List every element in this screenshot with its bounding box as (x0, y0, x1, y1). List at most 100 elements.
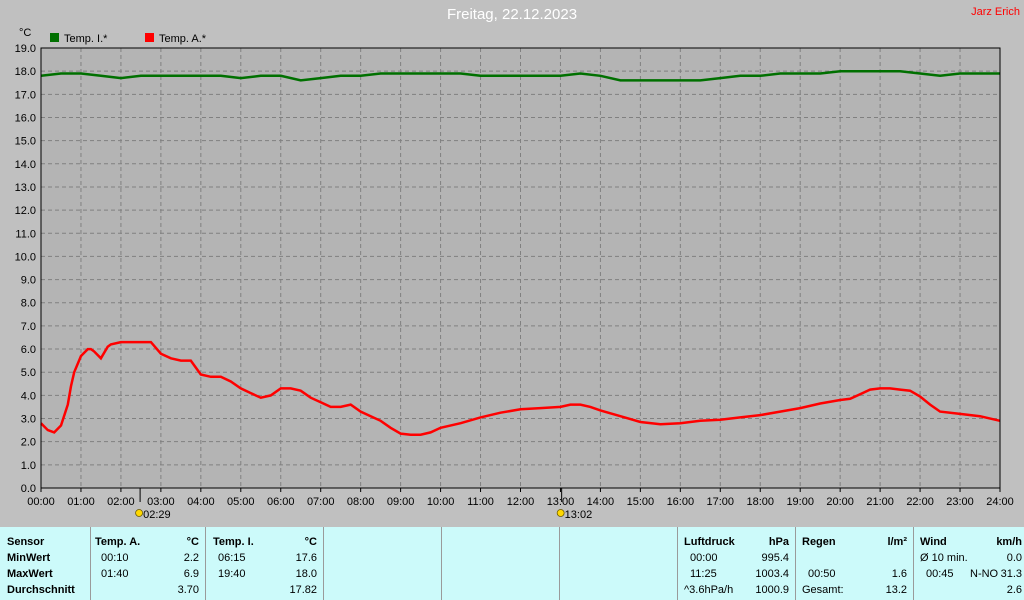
temp-a-average: 3.70 (177, 584, 199, 596)
temp-i-min-value: 17.6 (295, 552, 317, 564)
sunrise-marker-icon (135, 509, 143, 517)
legend-swatch-temp-indoor (50, 33, 59, 42)
x-tick-label: 03:00 (147, 496, 175, 508)
y-tick-label: 17.0 (15, 89, 36, 101)
pressure-row3-value: 1000.9 (755, 584, 789, 596)
row-label-avg: Durchschnitt (7, 584, 75, 596)
y-tick-label: 13.0 (15, 182, 36, 194)
temp-a-max-value: 6.9 (183, 568, 199, 580)
x-tick-label: 18:00 (746, 496, 774, 508)
x-tick-label: 11:00 (467, 496, 494, 508)
x-tick-label: 07:00 (307, 496, 335, 508)
wind-max-time: 00:45 (926, 568, 954, 580)
x-tick-label: 16:00 (667, 496, 695, 508)
rain-unit: l/m² (887, 536, 907, 548)
y-tick-label: 2.0 (21, 437, 36, 449)
y-tick-label: 0.0 (21, 483, 36, 495)
x-tick-label: 01:00 (67, 496, 95, 508)
rain-row2-value: 1.6 (891, 568, 907, 580)
pressure-header: Luftdruck (684, 536, 735, 548)
y-tick-label: 18.0 (15, 66, 36, 78)
x-tick-label: 05:00 (227, 496, 255, 508)
x-tick-label: 04:00 (187, 496, 215, 508)
row-label-max: MaxWert (7, 568, 53, 580)
col-pressure: Luftdruck hPa 00:00 995.4 11:25 1003.4 ^… (678, 527, 796, 600)
y-tick-label: 19.0 (15, 43, 36, 55)
x-tick-label: 17:00 (707, 496, 735, 508)
col-sensor: Sensor MinWert MaxWert Durchschnitt (0, 527, 91, 600)
marker-time-label: 13:02 (565, 509, 593, 521)
sun-markers: 02:29 13:02 (135, 488, 593, 521)
wind-unit: km/h (996, 536, 1022, 548)
pressure-unit: hPa (768, 536, 789, 548)
y-tick-label: 7.0 (21, 321, 36, 333)
temp-i-unit: °C (304, 536, 317, 548)
wind-row3-value: 2.6 (1006, 584, 1022, 596)
author-label: Jarz Erich (971, 6, 1020, 18)
pressure-trend: ^3.6hPa/h (684, 584, 734, 596)
temp-i-max-time: 19:40 (218, 568, 246, 580)
pressure-row2-time: 11:25 (690, 568, 717, 580)
col-temp-i: Temp. I. °C 06:15 17.6 19:40 18.0 17.82 (206, 527, 324, 600)
temp-a-header: Temp. A. (95, 536, 141, 548)
x-tick-label: 22:00 (906, 496, 934, 508)
grid-lines (40, 47, 1001, 489)
temp-i-average: 17.82 (289, 584, 317, 596)
x-tick-label: 02:00 (107, 496, 135, 508)
y-tick-label: 9.0 (21, 275, 36, 287)
legend-label-temp-indoor: Temp. I.* (64, 33, 108, 45)
wind-max-direction: N-NO (970, 568, 999, 580)
wind-avg-value: 0.0 (1006, 552, 1022, 564)
temperature-chart: 0.0 1.0 2.0 3.0 4.0 5.0 6.0 7.0 8.0 9.0 10.0 11.0 12… (15, 27, 1014, 521)
x-tick-label: 20:00 (826, 496, 854, 508)
col-rain: Regen l/m² 00:50 1.6 Gesamt: 13.2 (796, 527, 914, 600)
x-tick-label: 00:00 (27, 496, 55, 508)
x-tick-label: 21:00 (866, 496, 894, 508)
x-tick-label: 08:00 (347, 496, 375, 508)
col-empty-1 (324, 527, 442, 600)
col-wind: Wind km/h Ø 10 min. 0.0 00:45 N-NO 31.3 … (914, 527, 1024, 600)
x-tick-label: 15:00 (627, 496, 655, 508)
col-empty-3 (560, 527, 678, 600)
y-tick-label: 1.0 (21, 460, 36, 472)
temp-i-min-time: 06:15 (218, 552, 246, 564)
plot-border (40, 47, 1001, 489)
legend: Temp. I.* Temp. A.* (50, 33, 207, 45)
x-tick-label: 10:00 (427, 496, 455, 508)
rain-row2-time: 00:50 (808, 568, 836, 580)
marker-time-label: 02:29 (143, 509, 171, 521)
temp-a-max-time: 01:40 (101, 568, 129, 580)
pressure-row1-value: 995.4 (761, 552, 789, 564)
row-label-min: MinWert (7, 552, 51, 564)
wind-header: Wind (920, 536, 947, 548)
y-tick-label: 8.0 (21, 298, 36, 310)
wind-max-value: 31.3 (1000, 568, 1022, 580)
x-tick-label: 06:00 (267, 496, 295, 508)
x-tick-label: 09:00 (387, 496, 415, 508)
sun-marker-icon (556, 509, 565, 517)
series-line-temp-indoor (40, 69, 1000, 82)
y-tick-label: 10.0 (15, 251, 36, 263)
x-tick-label: 24:00 (986, 496, 1014, 508)
stats-table: Sensor MinWert MaxWert Durchschnitt Temp… (0, 527, 1024, 600)
chart-title: Freitag, 22.12.2023 (446, 6, 578, 23)
pressure-row2-value: 1003.4 (755, 568, 789, 580)
col-empty-2 (442, 527, 560, 600)
rain-total-label: Gesamt: (802, 584, 844, 596)
row-label-sensor: Sensor (7, 536, 45, 548)
pressure-row1-time: 00:00 (690, 552, 718, 564)
x-tick-label: 19:00 (786, 496, 814, 508)
y-axis-ticks: 0.0 1.0 2.0 3.0 4.0 5.0 6.0 7.0 8.0 9.0 10.0 11.0 12… (15, 43, 36, 495)
y-tick-label: 11.0 (15, 228, 36, 240)
y-tick-label: 6.0 (21, 344, 36, 356)
legend-swatch-temp-outdoor (145, 33, 154, 42)
x-tick-label: 12:00 (507, 496, 535, 508)
x-tick-label: 14:00 (587, 496, 615, 508)
legend-label-temp-outdoor: Temp. A.* (159, 33, 207, 45)
y-tick-label: 3.0 (21, 414, 36, 426)
x-tick-label: 23:00 (946, 496, 974, 508)
y-tick-label: 4.0 (21, 390, 36, 402)
temp-i-header: Temp. I. (213, 536, 254, 548)
rain-header: Regen (802, 536, 836, 548)
y-tick-label: 16.0 (15, 112, 36, 124)
